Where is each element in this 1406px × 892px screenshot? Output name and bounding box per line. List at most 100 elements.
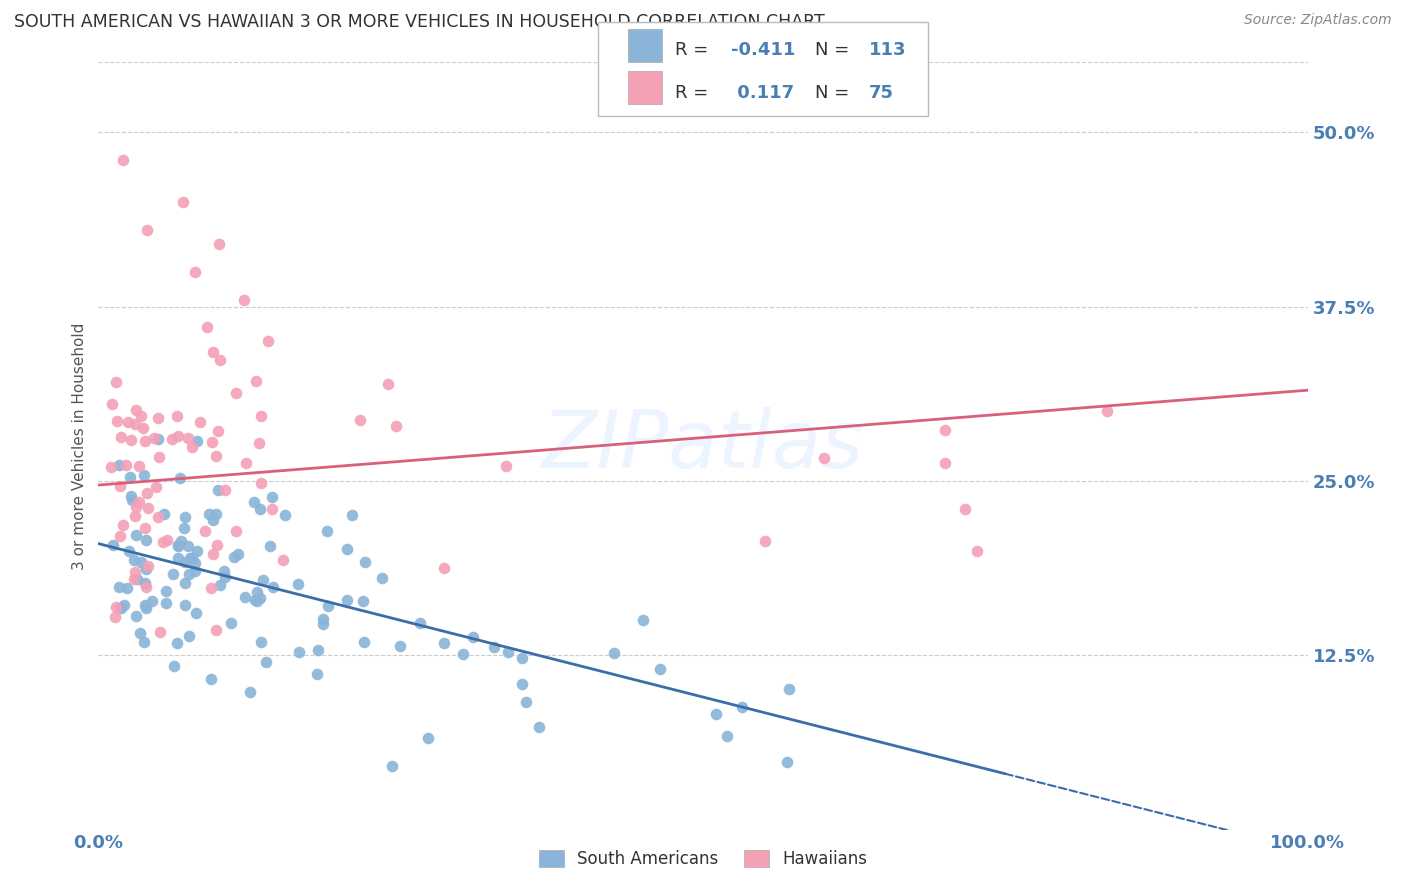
Point xyxy=(145,480,167,494)
Point xyxy=(195,320,218,334)
Point xyxy=(146,432,169,446)
Point xyxy=(128,459,150,474)
Point xyxy=(132,468,155,483)
Point xyxy=(222,549,245,564)
Point xyxy=(389,639,412,653)
Point xyxy=(124,417,146,431)
Point xyxy=(118,470,141,484)
Text: N =: N = xyxy=(815,84,855,102)
Point xyxy=(934,423,956,437)
Point xyxy=(186,434,208,448)
Point xyxy=(163,658,186,673)
Point xyxy=(125,609,148,624)
Point xyxy=(259,539,281,553)
Point xyxy=(381,759,404,773)
Point xyxy=(149,625,172,640)
Point xyxy=(100,460,122,475)
Point xyxy=(202,547,225,561)
Point xyxy=(124,509,146,524)
Point xyxy=(115,581,138,595)
Point xyxy=(200,582,222,596)
Point xyxy=(731,700,754,714)
Point xyxy=(167,429,190,443)
Point xyxy=(235,457,257,471)
Point xyxy=(226,547,249,561)
Point xyxy=(108,529,131,543)
Point xyxy=(174,510,197,524)
Point xyxy=(249,591,271,605)
Point xyxy=(207,483,229,497)
Point xyxy=(207,424,229,438)
Point xyxy=(219,615,242,630)
Point xyxy=(186,543,208,558)
Text: 75: 75 xyxy=(869,84,894,102)
Point xyxy=(120,434,142,448)
Point xyxy=(141,594,163,608)
Point xyxy=(135,580,157,594)
Point xyxy=(250,476,273,491)
Point xyxy=(243,494,266,508)
Point xyxy=(194,524,217,538)
Point xyxy=(648,662,671,676)
Point xyxy=(188,415,211,429)
Point xyxy=(120,489,142,503)
Point xyxy=(495,458,517,473)
Point xyxy=(200,672,222,686)
Point xyxy=(716,729,738,743)
Point xyxy=(125,402,148,417)
Point xyxy=(136,558,159,573)
Point xyxy=(160,432,183,446)
Point xyxy=(527,720,550,734)
Point xyxy=(256,334,278,349)
Point xyxy=(245,374,267,388)
Point xyxy=(125,527,148,541)
Point xyxy=(129,555,152,569)
Point xyxy=(173,575,195,590)
Point xyxy=(498,645,520,659)
Point xyxy=(155,596,177,610)
Point xyxy=(166,539,188,553)
Point xyxy=(169,471,191,485)
Point xyxy=(409,616,432,631)
Point xyxy=(184,265,207,279)
Point xyxy=(353,594,375,608)
Point xyxy=(274,508,297,522)
Point xyxy=(316,599,339,614)
Point xyxy=(214,570,236,584)
Point xyxy=(156,533,179,548)
Text: N =: N = xyxy=(815,42,855,60)
Point xyxy=(249,409,271,424)
Point xyxy=(127,573,149,587)
Point xyxy=(101,397,124,411)
Point xyxy=(205,623,228,637)
Point xyxy=(172,194,194,209)
Point xyxy=(370,571,392,585)
Point xyxy=(603,646,626,660)
Text: 0.117: 0.117 xyxy=(731,84,794,102)
Point xyxy=(174,555,197,569)
Point xyxy=(260,502,283,516)
Point xyxy=(167,538,190,552)
Point xyxy=(180,440,202,454)
Point xyxy=(166,409,188,424)
Point xyxy=(184,556,207,570)
Point xyxy=(135,601,157,615)
Point xyxy=(108,458,131,473)
Point xyxy=(515,695,537,709)
Point xyxy=(180,551,202,566)
Point xyxy=(510,650,533,665)
Point xyxy=(152,534,174,549)
Point xyxy=(631,613,654,627)
Point xyxy=(184,564,207,578)
Point xyxy=(135,562,157,576)
Point xyxy=(124,566,146,580)
Point xyxy=(134,521,156,535)
Point xyxy=(166,635,188,649)
Point xyxy=(246,594,269,608)
Point xyxy=(108,580,131,594)
Point xyxy=(249,501,271,516)
Point xyxy=(305,666,328,681)
Point xyxy=(135,486,157,500)
Point xyxy=(208,353,231,368)
Point xyxy=(111,153,134,167)
